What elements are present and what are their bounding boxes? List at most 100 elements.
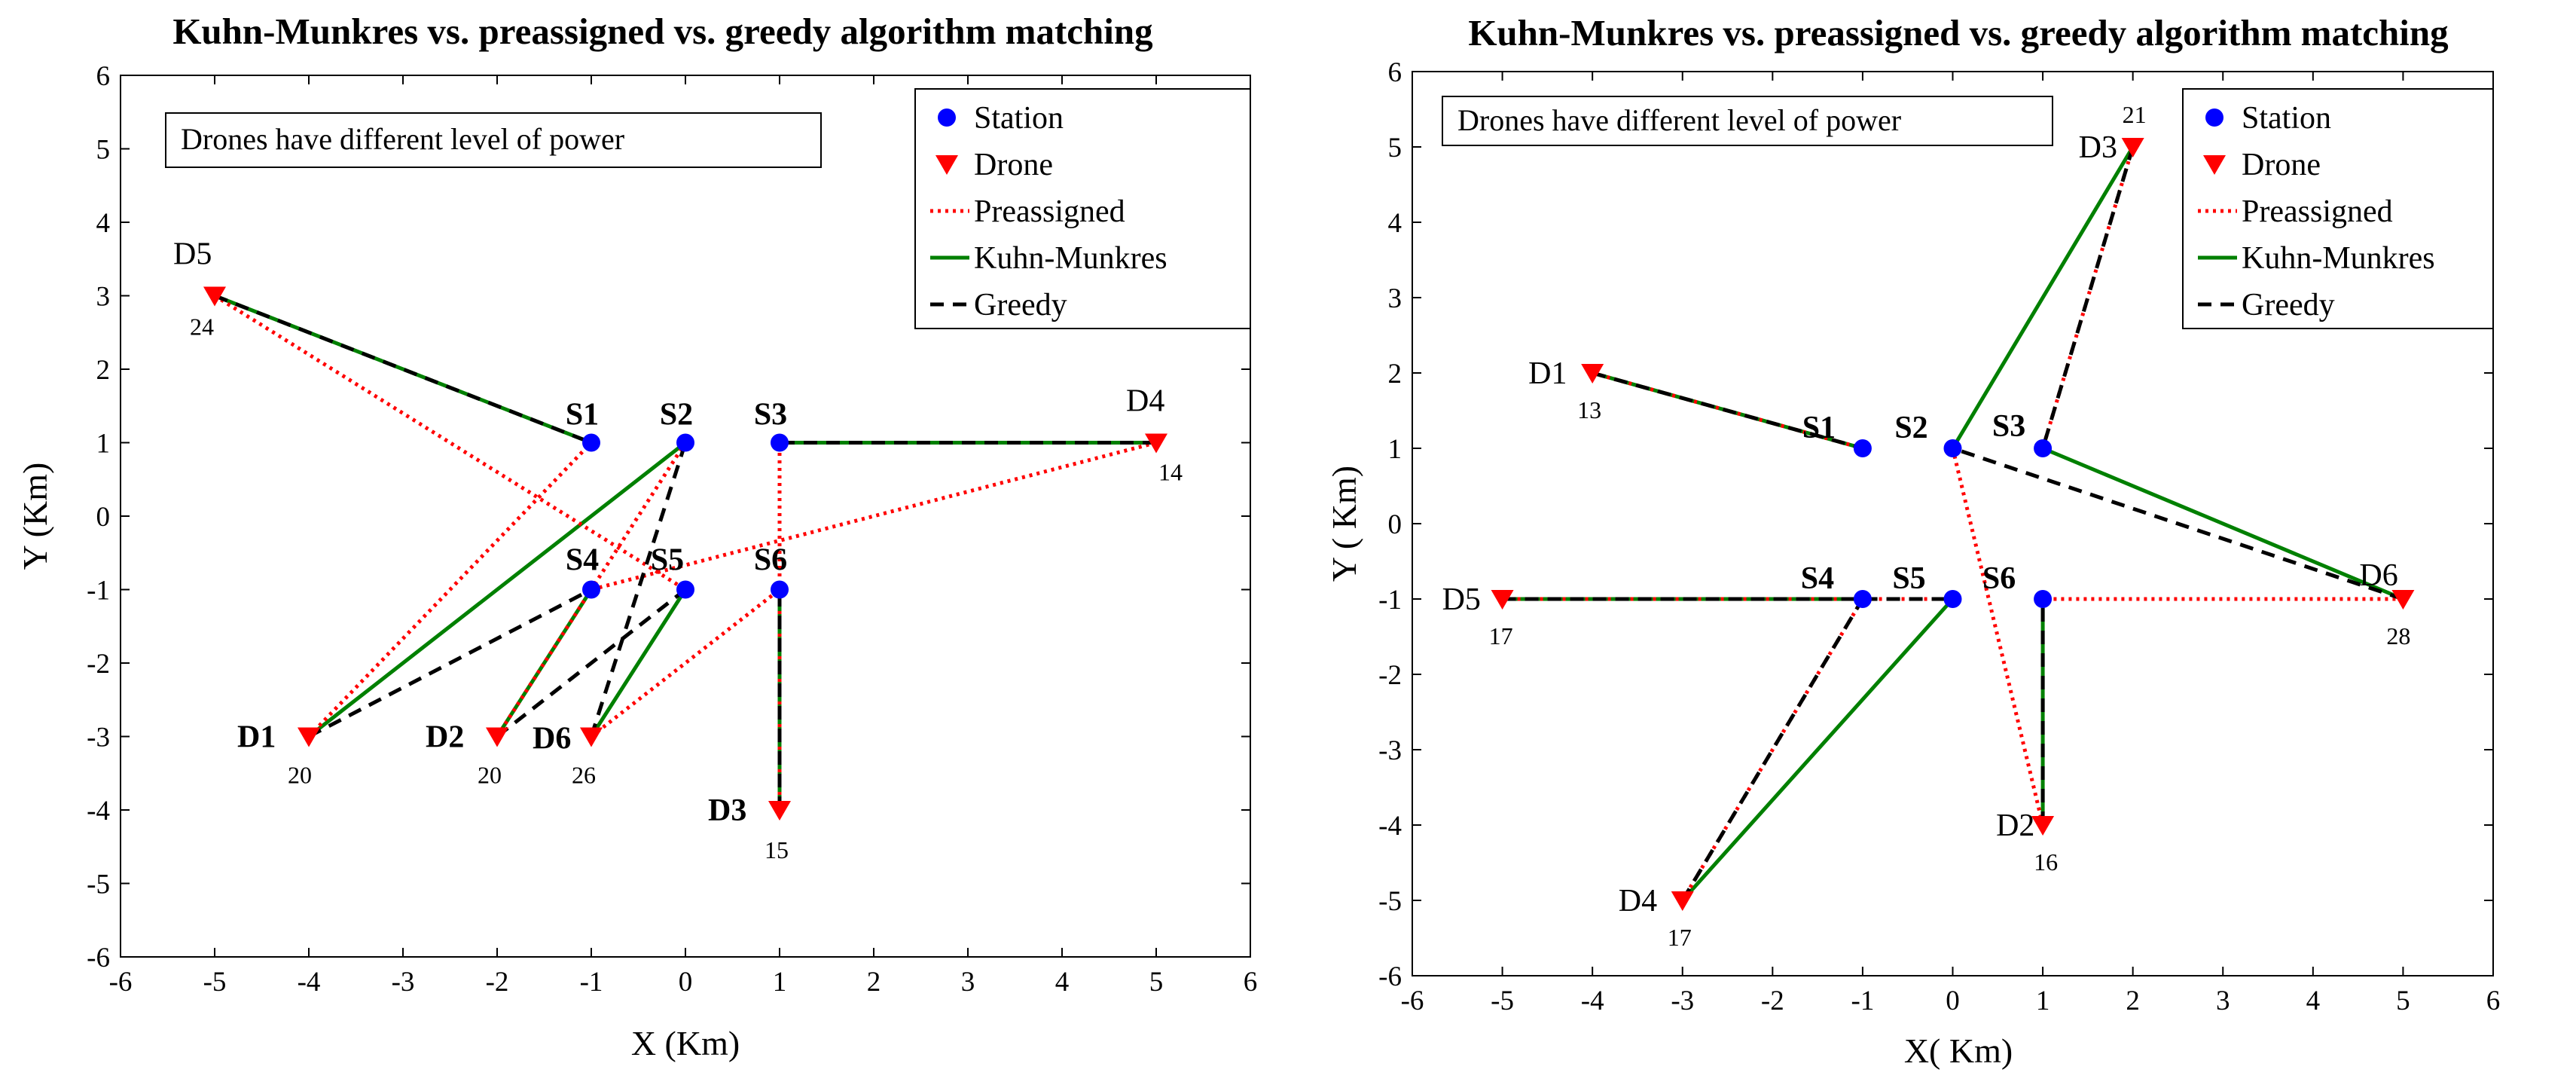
station-label-S3: S3 [754,398,787,432]
station-marker-S5 [1943,590,1962,608]
preassigned-line-D2-S2 [1951,448,2045,826]
greedy-line-D6-S2 [589,442,688,738]
y-tick-label: 3 [96,282,111,313]
x-tick-label: 4 [1055,967,1070,998]
x-tick-label: -6 [1401,986,1424,1016]
y-tick-label: -5 [1378,886,1402,917]
y-tick-label: 4 [1388,208,1402,239]
x-tick-label: 0 [679,967,693,998]
legend-station-marker [2205,108,2223,127]
x-tick-label: 2 [2126,986,2140,1016]
x-tick-label: 5 [2396,986,2410,1016]
y-tick-label: -4 [87,796,110,827]
legend-label-greedy: Greedy [2242,288,2335,322]
x-tick-label: 5 [1149,967,1164,998]
greedy-line-D6-S2 [1952,446,2404,601]
x-tick-label: 3 [961,967,975,998]
drone-power-D6: 26 [572,762,596,789]
drone-power-D4: 17 [1668,924,1692,951]
drone-marker-D5 [203,286,226,307]
station-label-S4: S4 [1801,561,1834,596]
drone-power-D1: 20 [288,762,312,789]
x-tick-label: 1 [773,967,787,998]
drone-marker-D1 [1581,364,1604,384]
station-label-S5: S5 [651,543,684,578]
drone-power-D3: 21 [2123,101,2147,128]
legend-label-drone: Drone [2242,148,2321,182]
y-axis-label: Y ( Km) [1325,466,1363,582]
station-marker-S2 [1943,439,1962,457]
y-tick-label: -3 [87,723,110,753]
station-marker-S2 [676,433,694,452]
x-tick-label: -2 [1761,986,1784,1016]
x-tick-label: -4 [1581,986,1604,1016]
legend-box [2182,88,2494,329]
kuhn-munkres-line-D6-S3 [2042,446,2404,601]
y-tick-label: -2 [1378,660,1402,691]
y-tick-label: 3 [1388,283,1402,314]
greedy-line-D1-S1 [1592,371,1863,451]
kuhn-munkres-line-D4-S5 [1680,597,1955,902]
x-tick-label: -3 [1671,986,1694,1016]
y-tick-label: 6 [1388,57,1402,88]
legend-station-marker [938,108,956,127]
drone-power-D6: 28 [2386,622,2410,649]
legend-drone-marker [935,155,958,175]
legend-label-station: Station [2242,101,2331,136]
y-tick-label: 2 [1388,359,1402,390]
drone-marker-D3 [768,801,791,821]
y-tick-label: -6 [87,943,110,973]
station-label-S2: S2 [1894,411,1927,445]
drone-label-D6: D6 [2359,558,2397,593]
drone-label-D5: D5 [173,237,212,272]
station-marker-S6 [771,580,789,599]
kuhn-munkres-line-D1-S2 [307,441,687,738]
x-tick-label: -5 [203,967,227,998]
drone-marker-D2 [486,727,508,747]
drone-label-D3: D3 [708,793,746,828]
y-tick-label: 0 [96,502,111,533]
station-marker-S6 [2034,590,2053,608]
station-label-S3: S3 [1992,409,2025,444]
station-marker-S4 [1853,590,1872,608]
station-marker-S4 [582,580,600,599]
y-tick-label: 0 [1388,509,1402,540]
kuhn-munkres-line-D6-S5 [589,588,688,738]
kuhn-munkres-line-D2-S4 [495,588,594,738]
drone-label-D6: D6 [533,722,571,756]
legend-label-preassigned: Preassigned [974,194,1125,229]
drone-label-D1: D1 [1528,356,1567,391]
greedy-line-D4-S4 [1680,597,1865,902]
y-tick-label: -6 [1378,961,1402,992]
y-axis-label: Y (Km) [16,463,54,570]
chart-title: Kuhn-Munkres vs. preassigned vs. greedy … [1468,12,2449,53]
legend-box [914,88,1251,329]
station-label-S1: S1 [566,398,599,432]
station-marker-S5 [676,580,694,599]
annotation-text: Drones have different level of power [181,122,624,156]
station-label-S6: S6 [754,543,787,578]
station-label-S2: S2 [660,398,693,432]
drone-label-D1: D1 [237,720,276,755]
y-tick-label: 1 [1388,434,1402,465]
station-label-S5: S5 [1892,561,1925,596]
x-tick-label: 6 [1244,967,1258,998]
drone-marker-D5 [1491,590,1514,610]
drone-label-D2: D2 [1996,808,2034,843]
chart-panel-1: Kuhn-Munkres vs. preassigned vs. greedy … [16,11,1257,1062]
y-tick-label: -5 [87,869,110,900]
preassigned-line-D1-S1 [307,441,593,738]
x-tick-label: 2 [867,967,881,998]
legend-label-kuhn-munkres: Kuhn-Munkres [974,241,1167,276]
drone-marker-D3 [2121,138,2144,157]
chart-panel-2: Kuhn-Munkres vs. preassigned vs. greedy … [1325,12,2500,1070]
drone-marker-D6 [2391,590,2415,610]
x-tick-label: -6 [109,967,133,998]
greedy-line-D3-S3 [2040,146,2135,449]
annotation-box [165,112,822,168]
x-tick-label: 4 [2306,986,2321,1016]
legend-label-preassigned: Preassigned [2242,194,2393,229]
drone-label-D4: D4 [1619,884,1657,918]
y-tick-label: -2 [87,649,110,680]
y-tick-label: -3 [1378,735,1402,766]
